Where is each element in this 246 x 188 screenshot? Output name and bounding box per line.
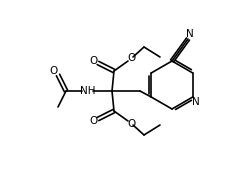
Text: N: N — [192, 97, 200, 107]
Text: O: O — [128, 119, 136, 129]
Text: O: O — [89, 116, 97, 126]
Text: N: N — [186, 29, 194, 39]
Text: O: O — [49, 66, 57, 76]
Text: O: O — [128, 53, 136, 63]
Text: NH: NH — [80, 86, 96, 96]
Text: O: O — [89, 56, 97, 66]
